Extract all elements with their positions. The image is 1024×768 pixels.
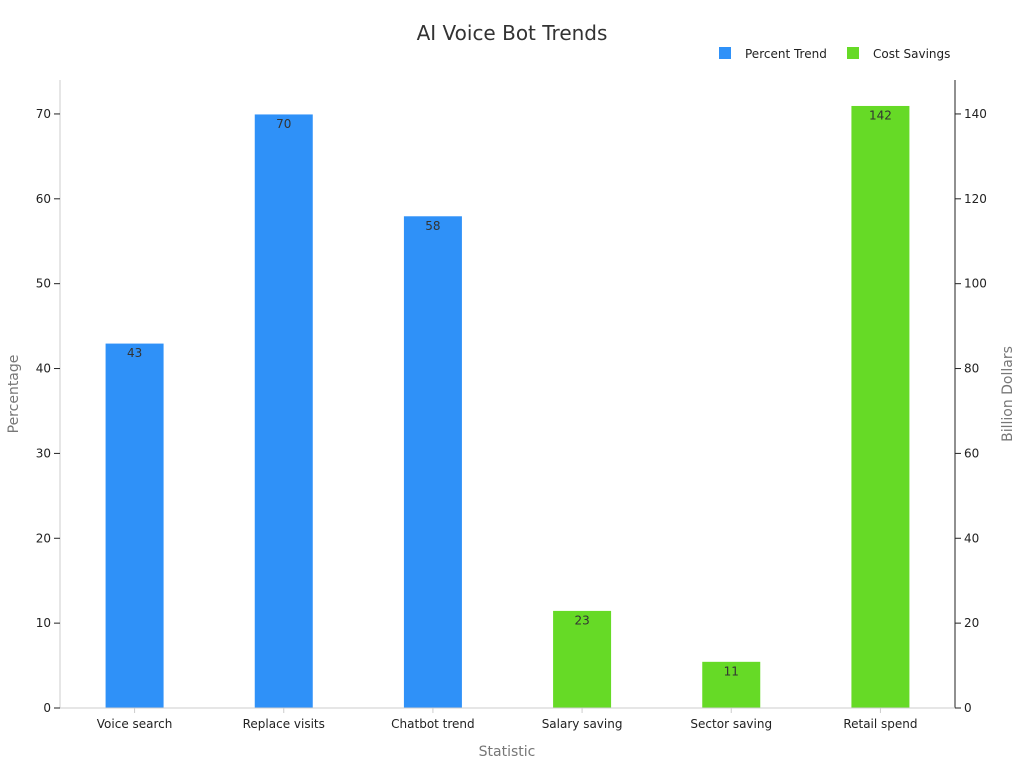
x-ticks: Voice search Replace visits Chatbot trend S… bbox=[97, 708, 918, 731]
x-axis-label: Statistic bbox=[479, 744, 536, 760]
left-y-ticks: 0 10 20 30 40 50 60 70 bbox=[36, 107, 60, 715]
x-tick-label-sector-saving: Sector saving bbox=[690, 717, 772, 731]
legend-label-cost-savings: Cost Savings bbox=[873, 47, 950, 61]
right-y-tick-label: 100 bbox=[964, 277, 987, 291]
x-tick-label-voice-search: Voice search bbox=[97, 717, 173, 731]
right-y-tick-label: 140 bbox=[964, 107, 987, 121]
x-tick-label-replace-visits: Replace visits bbox=[243, 717, 325, 731]
legend-swatch-cost-savings bbox=[847, 47, 859, 59]
x-tick-label-chatbot-trend: Chatbot trend bbox=[391, 717, 475, 731]
left-y-tick-label: 50 bbox=[36, 277, 51, 291]
bar-retail-spend bbox=[850, 104, 911, 709]
bar-value-label-chatbot-trend: 58 bbox=[425, 219, 440, 233]
left-y-tick-label: 60 bbox=[36, 192, 51, 206]
right-y-tick-label: 60 bbox=[964, 446, 979, 460]
bar-value-label-replace-visits: 70 bbox=[276, 117, 291, 131]
bar-value-label-voice-search: 43 bbox=[127, 346, 142, 360]
bar-salary-saving bbox=[552, 609, 613, 709]
left-y-tick-label: 70 bbox=[36, 107, 51, 121]
left-y-tick-label: 0 bbox=[43, 701, 51, 715]
right-y-tick-label: 40 bbox=[964, 531, 979, 545]
bars bbox=[104, 104, 911, 709]
right-y-tick-label: 80 bbox=[964, 362, 979, 376]
x-tick-label-retail-spend: Retail spend bbox=[843, 717, 917, 731]
bar-value-label-sector-saving: 11 bbox=[724, 664, 739, 678]
left-y-tick-label: 30 bbox=[36, 446, 51, 460]
right-y-ticks: 0 20 40 60 80 100 120 140 bbox=[955, 107, 987, 715]
left-y-tick-label: 40 bbox=[36, 362, 51, 376]
x-tick-label-salary-saving: Salary saving bbox=[542, 717, 623, 731]
right-y-tick-label: 0 bbox=[964, 701, 972, 715]
left-y-axis-label: Percentage bbox=[6, 355, 22, 434]
left-y-tick-label: 10 bbox=[36, 616, 51, 630]
bar-sector-saving bbox=[701, 660, 762, 709]
left-y-tick-label: 20 bbox=[36, 531, 51, 545]
legend-swatch-percent-trend bbox=[719, 47, 731, 59]
bar-chatbot-trend bbox=[402, 215, 463, 709]
right-y-tick-label: 20 bbox=[964, 616, 979, 630]
legend: Percent Trend Cost Savings bbox=[719, 47, 950, 61]
bar-replace-visits bbox=[253, 113, 314, 709]
bar-voice-search bbox=[104, 342, 165, 709]
bar-labels: 43 70 58 23 11 142 bbox=[127, 108, 892, 678]
legend-label-percent-trend: Percent Trend bbox=[745, 47, 827, 61]
chart-title: AI Voice Bot Trends bbox=[417, 21, 608, 45]
bar-value-label-retail-spend: 142 bbox=[869, 108, 892, 122]
bar-value-label-salary-saving: 23 bbox=[574, 613, 589, 627]
right-y-tick-label: 120 bbox=[964, 192, 987, 206]
right-y-axis-label: Billion Dollars bbox=[1000, 346, 1016, 442]
